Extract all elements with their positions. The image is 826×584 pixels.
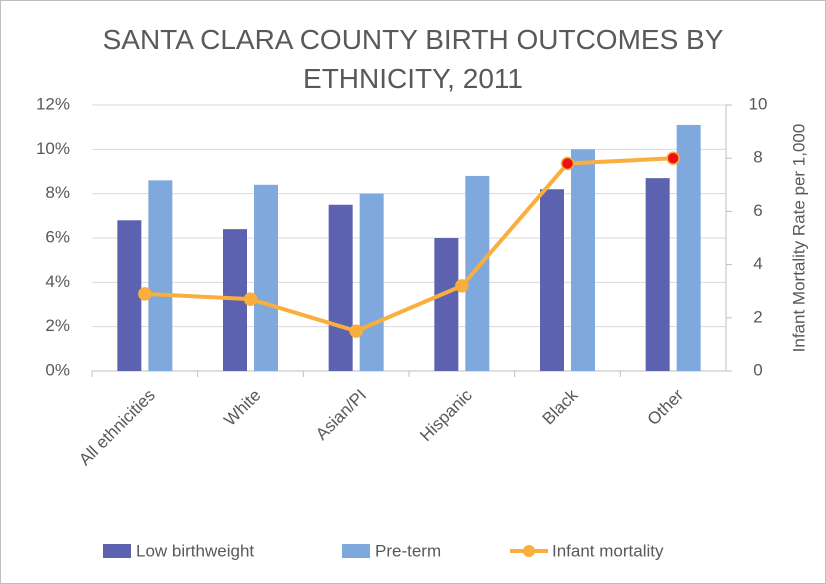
y2-tick-label: 4	[753, 254, 762, 273]
line-marker	[560, 156, 575, 171]
y2-tick-label: 8	[753, 148, 762, 167]
y-tick-label: 6%	[45, 227, 70, 246]
bar	[254, 184, 278, 371]
y-tick-label: 12%	[36, 94, 70, 113]
bar	[645, 178, 670, 371]
bar	[571, 149, 595, 371]
bar	[148, 180, 173, 371]
y-tick-label: 4%	[45, 272, 70, 291]
y2-tick-label: 6	[753, 201, 762, 220]
legend-swatch	[103, 544, 131, 558]
line-marker	[349, 324, 363, 338]
bar	[117, 220, 142, 371]
y2-tick-label: 0	[753, 360, 762, 379]
y2-tick-label: 2	[753, 307, 762, 326]
line	[144, 156, 674, 334]
bar	[434, 238, 459, 371]
bar	[676, 124, 701, 371]
y2-axis-label: Infant Mortality Rate per 1,000	[789, 124, 808, 353]
bar	[328, 204, 353, 371]
line-marker	[138, 287, 152, 301]
legend-label: Pre-term	[375, 541, 441, 560]
line-marker	[666, 151, 680, 165]
y2-tick-label: 10	[749, 94, 768, 113]
y-tick-label: 0%	[45, 360, 70, 379]
legend-label: Low birthweight	[136, 541, 254, 560]
legend-swatch	[342, 544, 370, 558]
chart-title: SANTA CLARA COUNTY BIRTH OUTCOMES BY ETH…	[102, 24, 724, 94]
y-tick-label: 8%	[45, 183, 70, 202]
bar	[359, 193, 384, 371]
y-tick-label: 10%	[36, 139, 70, 158]
legend-label: Infant mortality	[552, 541, 664, 560]
line-marker	[455, 279, 469, 293]
bar	[540, 189, 564, 371]
line-marker	[243, 292, 258, 306]
y-tick-label: 2%	[45, 316, 70, 335]
legend-marker	[523, 545, 535, 557]
bar	[465, 175, 490, 371]
